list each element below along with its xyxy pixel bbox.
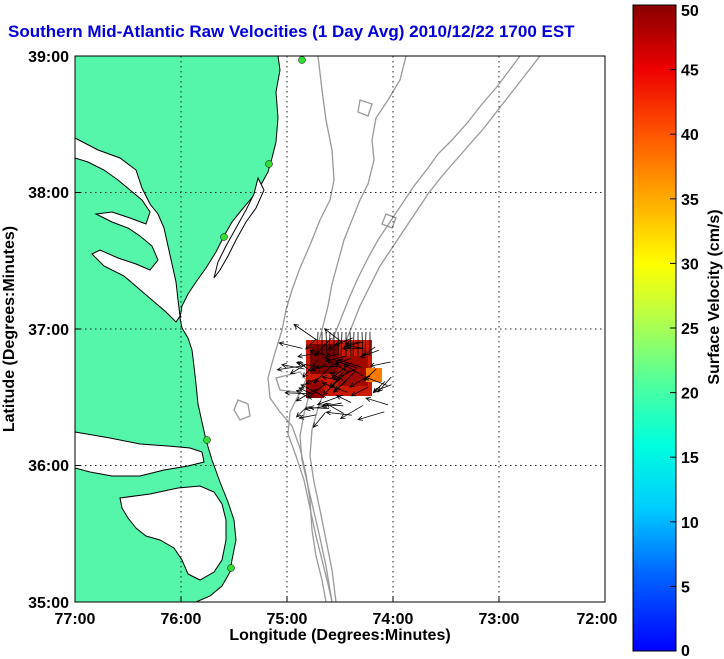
velocity-arrow xyxy=(323,328,343,343)
velocity-arrow xyxy=(310,363,327,372)
x-tick-label: 73:00 xyxy=(479,611,520,628)
velocity-arrow xyxy=(284,390,313,396)
velocity-arrow xyxy=(325,403,344,414)
velocity-arrow xyxy=(369,361,391,368)
velocity-arrow xyxy=(352,331,355,357)
map-area xyxy=(75,56,605,602)
x-tick-label: 77:00 xyxy=(55,611,96,628)
velocity-arrow xyxy=(296,353,313,359)
x-tick-label: 74:00 xyxy=(373,611,414,628)
map-title: Southern Mid-Atlantic Raw Velocities (1 … xyxy=(8,22,575,41)
velocity-arrow xyxy=(364,331,367,357)
x-tick-label: 76:00 xyxy=(161,611,202,628)
colorbar-label: Surface Velocity (cm/s) xyxy=(706,209,723,384)
x-tick-label: 72:00 xyxy=(577,611,618,628)
colorbar-tick-label: 5 xyxy=(681,579,690,596)
velocity-arrow xyxy=(333,357,352,366)
chesapeake-bay xyxy=(75,137,181,323)
colorbar-tick-label: 25 xyxy=(681,321,699,338)
delmarva-inlet xyxy=(213,176,265,279)
velocity-arrow xyxy=(293,323,317,341)
colorbar-tick-label: 0 xyxy=(681,643,690,659)
x-axis-label: Longitude (Degrees:Minutes) xyxy=(229,627,450,644)
velocity-arrow xyxy=(298,387,313,395)
velocity-arrow xyxy=(305,338,317,350)
velocity-arrow xyxy=(312,412,326,429)
x-tick-label: 75:00 xyxy=(267,611,308,628)
velocity-arrow xyxy=(278,341,303,349)
velocity-arrow xyxy=(325,410,352,416)
velocity-arrow xyxy=(342,363,364,377)
y-axis-label: Latitude (Degrees:Minutes) xyxy=(1,226,18,432)
velocity-arrow xyxy=(334,370,356,392)
colorbar-tick-label: 40 xyxy=(681,127,699,144)
pamlico-sound xyxy=(119,485,227,581)
velocity-arrow xyxy=(304,377,320,385)
velocity-arrow xyxy=(302,360,319,378)
velocity-arrow xyxy=(345,343,363,349)
velocity-arrow xyxy=(328,331,331,357)
velocity-field xyxy=(276,323,392,429)
albemarle-sound xyxy=(75,431,205,477)
y-tick-label: 38:00 xyxy=(28,185,69,202)
axis-ticks xyxy=(74,55,606,603)
colorbar-tick-label: 50 xyxy=(681,3,699,20)
velocity-arrow xyxy=(316,394,344,406)
velocity-arrow xyxy=(364,376,388,386)
velocity-arrow xyxy=(337,331,340,357)
velocity-arrow xyxy=(295,406,308,418)
velocity-arrow xyxy=(339,405,363,420)
velocity-arrow xyxy=(361,331,364,357)
velocity-arrow xyxy=(280,362,305,370)
velocity-arrow xyxy=(343,342,360,349)
colorbar-tick-label: 15 xyxy=(681,450,699,467)
colorbar: 0 5 10 15 20 25 30 35 40 45 50 xyxy=(632,3,699,659)
velocity-arrow xyxy=(321,381,348,393)
velocity-arrow xyxy=(350,386,369,397)
grid-lines xyxy=(75,56,605,602)
colorbar-tick-label: 35 xyxy=(681,192,699,209)
colorbar-tick-label: 10 xyxy=(681,515,699,532)
velocity-arrow xyxy=(329,371,344,381)
velocity-arrow xyxy=(316,331,319,357)
velocity-arrow xyxy=(373,384,392,393)
velocity-arrow xyxy=(325,331,328,357)
velocity-arrow xyxy=(365,396,389,406)
velocity-arrow xyxy=(324,355,347,363)
y-tick-label: 35:00 xyxy=(28,595,69,612)
velocity-arrow xyxy=(295,388,318,402)
velocity-arrow xyxy=(308,405,330,411)
colorbar-tick-label: 20 xyxy=(681,386,699,403)
velocity-arrow xyxy=(298,414,317,420)
y-tick-label: 37:00 xyxy=(28,322,69,339)
colorbar-tick-label: 45 xyxy=(681,63,699,80)
velocity-arrow xyxy=(357,411,385,421)
y-tick-label: 39:00 xyxy=(28,49,69,66)
velocity-arrow xyxy=(327,339,348,350)
velocity-arrow xyxy=(276,365,305,372)
radar-stations xyxy=(203,56,306,572)
velocity-arrow xyxy=(340,331,343,357)
velocity-arrow xyxy=(349,331,352,357)
colorbar-tick-label: 30 xyxy=(681,256,699,273)
velocity-arrow xyxy=(307,382,327,399)
bathymetry-contours xyxy=(233,56,541,602)
velocity-arrow xyxy=(321,402,344,408)
y-tick-label: 36:00 xyxy=(28,458,69,475)
